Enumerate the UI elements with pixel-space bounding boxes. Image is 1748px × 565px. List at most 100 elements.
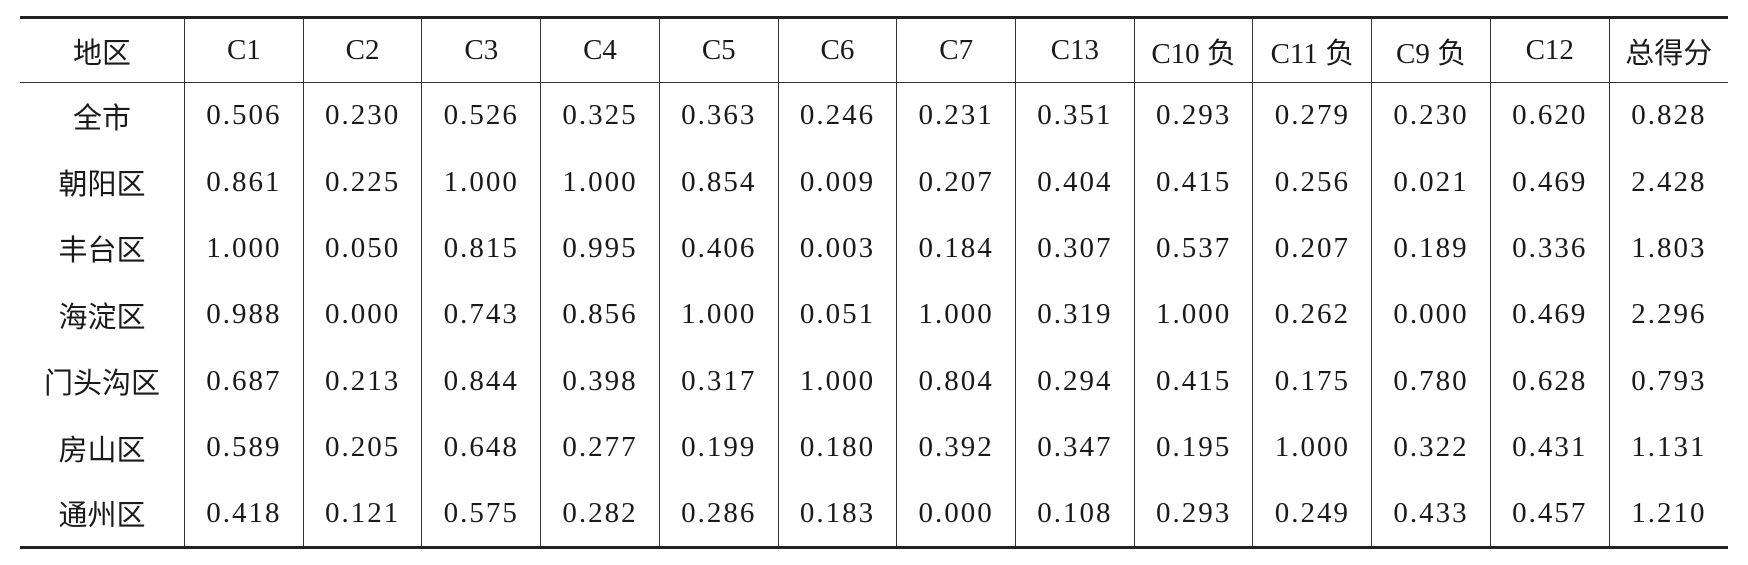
data-table: 地区 C1 C2 C3 C4 C5 C6 C7 C13 C10 负 C11 负 C9 负 C12 总得分 … [20,16,1728,549]
value-cell: 0.230 [1371,82,1491,149]
region-cell: 房山区 [58,434,146,467]
value-cell: 0.988 [184,281,304,349]
value-cell: 0.230 [302,82,422,149]
value-cell: 0.317 [658,348,779,415]
value-cell: 0.575 [421,480,541,549]
value-cell: 1.000 [896,281,1016,349]
header-cell: C5 [658,17,779,83]
value-cell: 1.000 [421,148,541,216]
value-cell: 0.347 [1015,414,1135,481]
value-cell: 0.854 [658,148,779,216]
value-cell: 0.398 [540,348,660,415]
value-cell: 0.322 [1371,414,1491,481]
header-cell: C10 负 [1133,17,1253,83]
value-cell: 0.743 [421,281,541,349]
value-cell: 0.319 [1015,281,1135,349]
value-cell: 0.205 [302,414,422,481]
table-row: 丰台区 1.000 0.050 0.815 0.995 0.406 0.003 0.184 0.… [20,215,1728,282]
value-cell: 1.000 [184,215,304,282]
value-cell: 0.051 [777,281,897,349]
value-cell: 0.336 [1489,215,1610,282]
table-header: 地区 C1 C2 C3 C4 C5 C6 C7 C13 C10 负 C11 负 C9 负 C12 总得分 [20,17,1728,83]
table-row: 房山区 0.589 0.205 0.648 0.277 0.199 0.180 0.392 0.… [20,414,1728,481]
value-cell: 0.620 [1489,82,1610,149]
value-cell: 0.648 [421,414,541,481]
value-cell: 0.277 [540,414,660,481]
value-cell: 0.415 [1133,348,1253,415]
value-cell: 0.844 [421,348,541,415]
value-cell: 1.210 [1608,480,1728,549]
table-row: 通州区 0.418 0.121 0.575 0.282 0.286 0.183 0.000 0.… [20,480,1728,549]
value-cell: 0.282 [540,480,660,549]
value-cell: 0.431 [1489,414,1610,481]
value-cell: 0.415 [1133,148,1253,216]
value-cell: 0.183 [777,480,897,549]
value-cell: 0.199 [658,414,779,481]
value-cell: 0.021 [1371,148,1491,216]
value-cell: 0.861 [184,148,304,216]
value-cell: 0.780 [1371,348,1491,415]
value-cell: 0.433 [1371,480,1491,549]
value-cell: 0.108 [1015,480,1135,549]
value-cell: 0.000 [896,480,1016,549]
value-cell: 0.687 [184,348,304,415]
value-cell: 1.000 [658,281,779,349]
value-cell: 0.363 [658,82,779,149]
header-cell: 总得分 [1608,17,1728,83]
value-cell: 2.428 [1608,148,1728,216]
region-cell: 朝阳区 [58,169,146,202]
value-cell: 0.418 [184,480,304,549]
table-row: 海淀区 0.988 0.000 0.743 0.856 1.000 0.051 1.000 0.… [20,281,1728,349]
value-cell: 0.000 [302,281,422,349]
value-cell: 0.307 [1015,215,1135,282]
value-cell: 0.213 [302,348,422,415]
value-cell: 0.294 [1015,348,1135,415]
header-cell: C9 负 [1371,17,1491,83]
header-cell: C1 [184,17,304,83]
value-cell: 1.000 [1133,281,1253,349]
value-cell: 0.351 [1015,82,1135,149]
value-cell: 0.249 [1252,480,1372,549]
table-body: 全市 0.506 0.230 0.526 0.325 0.363 0.246 0.231 0.3… [20,82,1728,549]
value-cell: 0.325 [540,82,660,149]
region-cell: 门头沟区 [43,368,160,401]
value-cell: 0.246 [777,82,897,149]
value-cell: 0.995 [540,215,660,282]
value-cell: 0.537 [1133,215,1253,282]
value-cell: 0.175 [1252,348,1372,415]
value-cell: 1.000 [540,148,660,216]
value-cell: 0.828 [1608,82,1728,149]
value-cell: 0.793 [1608,348,1728,415]
value-cell: 0.469 [1489,148,1610,216]
value-cell: 0.392 [896,414,1016,481]
value-cell: 0.404 [1015,148,1135,216]
value-cell: 0.184 [896,215,1016,282]
header-cell: C2 [302,17,422,83]
value-cell: 0.457 [1489,480,1610,549]
value-cell: 1.803 [1608,215,1728,282]
region-cell: 通州区 [20,480,185,549]
header-cell: C6 [777,17,897,83]
value-cell: 0.804 [896,348,1016,415]
region-cell: 全市 [72,102,131,135]
header-cell: C4 [540,17,660,83]
value-cell: 2.296 [1608,281,1728,349]
value-cell: 1.000 [1252,414,1372,481]
value-cell: 1.000 [777,348,897,415]
header-cell: 地区 [20,17,185,83]
value-cell: 0.815 [421,215,541,282]
region-cell: 丰台区 [58,235,146,268]
value-cell: 0.469 [1489,281,1610,349]
header-row: 地区 C1 C2 C3 C4 C5 C6 C7 C13 C10 负 C11 负 C9 负 C12 总得分 [20,17,1728,83]
value-cell: 0.231 [896,82,1016,149]
value-cell: 0.526 [421,82,541,149]
value-cell: 0.000 [1371,281,1491,349]
value-cell: 0.293 [1133,480,1253,549]
value-cell: 0.406 [658,215,779,282]
value-cell: 0.293 [1133,82,1253,149]
header-cell: C3 [421,17,541,83]
value-cell: 0.121 [302,480,422,549]
header-cell: C7 [896,17,1016,83]
table-row: 门头沟区 0.687 0.213 0.844 0.398 0.317 1.000 0.804 0… [20,348,1728,415]
